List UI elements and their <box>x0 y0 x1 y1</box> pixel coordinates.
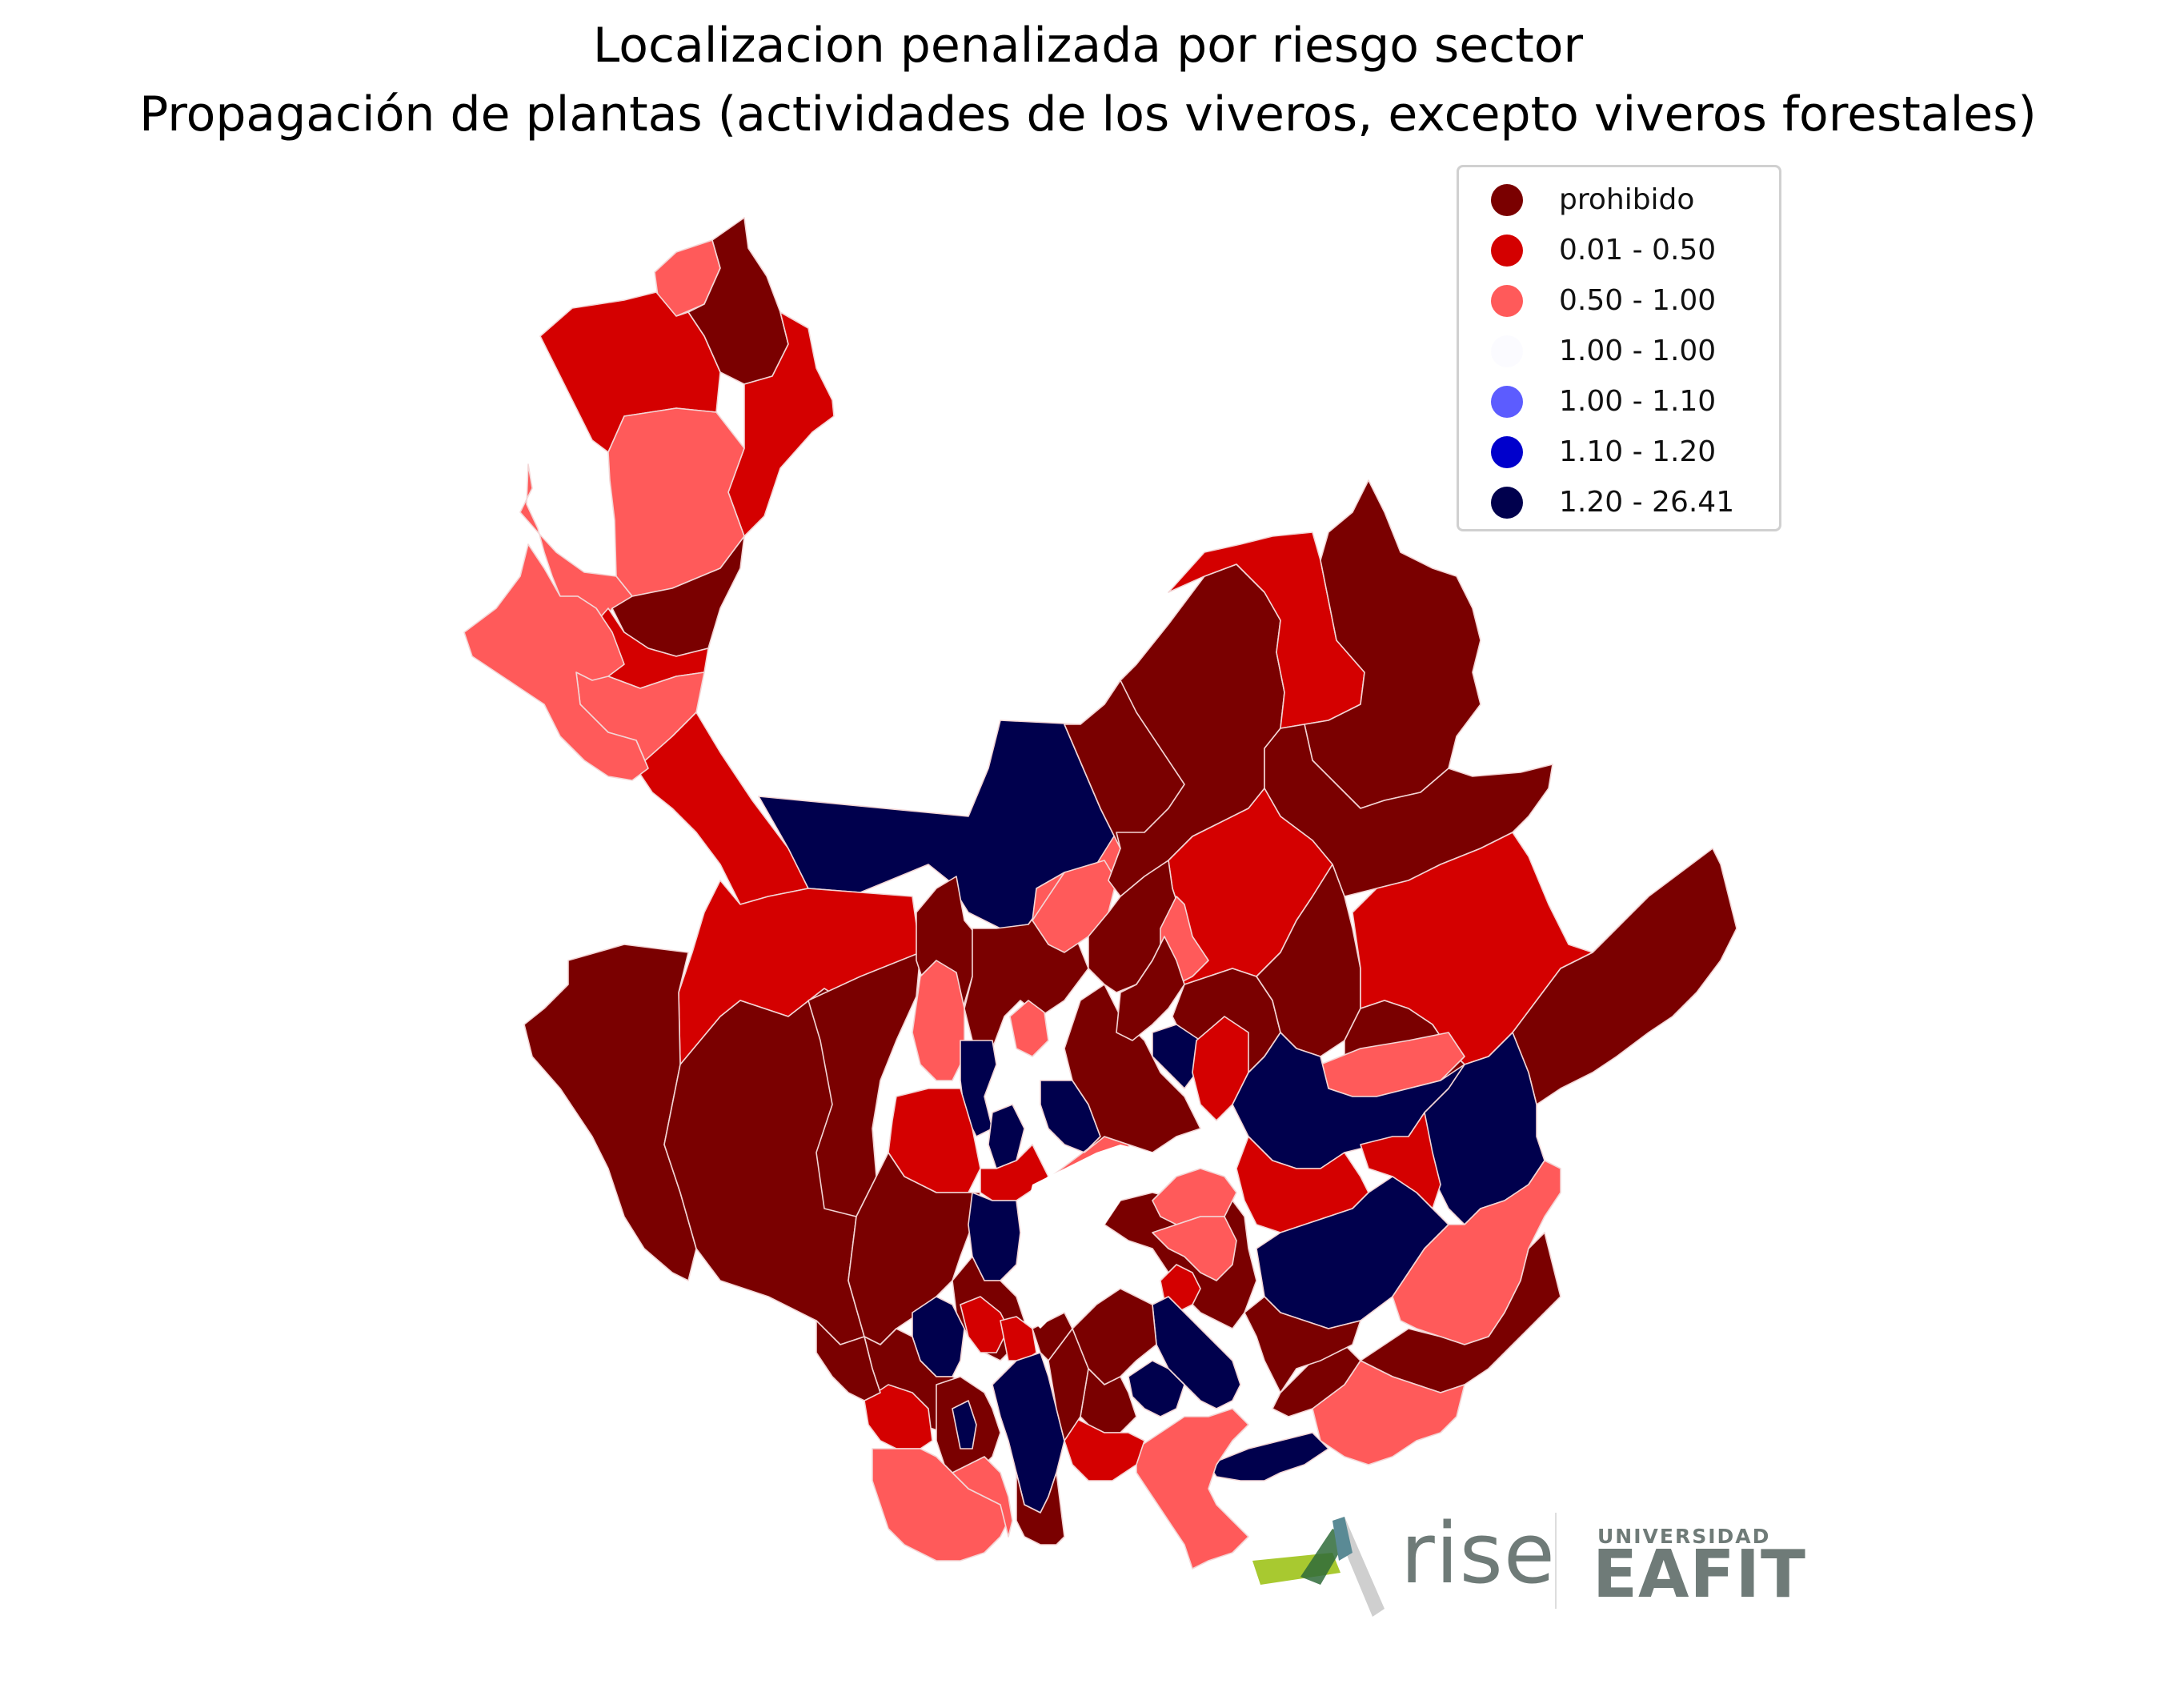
region-high-l <box>968 1192 1021 1281</box>
legend-marker <box>1491 386 1523 418</box>
region-prohibido-x <box>1080 1368 1137 1433</box>
logo-separator <box>1555 1513 1557 1609</box>
region-001-o <box>1064 1416 1145 1481</box>
region-high-i <box>1208 1432 1329 1481</box>
legend-marker <box>1491 436 1523 468</box>
region-0-50-r <box>952 1456 1013 1538</box>
region-0-50-p <box>1136 1408 1249 1570</box>
legend-item-0-01-0-50: 0.01 - 0.50 <box>1459 227 1779 274</box>
legend-marker <box>1491 487 1523 519</box>
region-prohibido-r <box>1512 848 1737 1105</box>
map-title: Localizacion penalizada por riesgo secto… <box>592 18 1584 74</box>
legend-item-1-20-26-41: 1.20 - 26.41 <box>1459 479 1779 526</box>
region-0-50-o <box>1152 1216 1237 1281</box>
legend-item-1-10-1-20: 1.10 - 1.20 <box>1459 429 1779 475</box>
legend-marker <box>1491 285 1523 317</box>
legend-label: 1.00 - 1.10 <box>1559 385 1717 418</box>
region-001-p <box>960 1296 1009 1353</box>
region-high-k <box>1128 1360 1185 1417</box>
legend-marker-prohibido <box>1491 184 1523 216</box>
legend-label: prohibido <box>1559 183 1695 216</box>
medellin-white-area <box>1016 1145 1192 1329</box>
legend: prohibido 0.01 - 0.50 0.50 - 1.00 1.00 -… <box>1457 165 1781 531</box>
legend-label: 1.20 - 26.41 <box>1559 486 1735 519</box>
region-0-50-q <box>872 1448 1009 1562</box>
legend-label: 1.00 - 1.00 <box>1559 335 1717 367</box>
region-001-l <box>1360 1112 1441 1209</box>
region-001-a <box>539 291 721 453</box>
legend-label: 0.50 - 1.00 <box>1559 284 1717 317</box>
region-prohibido-l <box>1064 680 1185 849</box>
region-001-b <box>727 311 835 537</box>
region-high-o <box>952 1400 977 1449</box>
region-prohibido-ac <box>1016 1472 1065 1546</box>
region-prohibido-ae <box>815 1320 881 1401</box>
map-subtitle: Propagación de plantas (actividades de l… <box>139 86 2037 142</box>
region-0-50-s <box>463 543 649 781</box>
legend-marker <box>1491 335 1523 367</box>
legend-label: 0.01 - 0.50 <box>1559 234 1717 267</box>
rise-logo-text: rise <box>1401 1505 1556 1602</box>
legend-item-1-00-1-00: 1.00 - 1.00 <box>1459 328 1779 375</box>
legend-item-0-50-1-00: 0.50 - 1.00 <box>1459 278 1779 324</box>
region-prohibido-u <box>1244 1296 1361 1393</box>
region-0-50-n <box>1152 1168 1237 1225</box>
legend-label: 1.10 - 1.20 <box>1559 435 1717 468</box>
region-0-50-e <box>912 960 965 1081</box>
eafit-logo-top: UNIVERSIDAD <box>1597 1525 1771 1548</box>
eafit-logo-main: EAFIT <box>1593 1537 1806 1613</box>
legend-item-1-00-1-10: 1.00 - 1.10 <box>1459 379 1779 425</box>
rise-logo-icon <box>1252 1517 1385 1617</box>
region-0-50-h <box>1009 1000 1049 1057</box>
region-0-50-m <box>1312 1360 1465 1465</box>
legend-marker <box>1491 235 1523 267</box>
region-prohibido-c <box>523 944 697 1281</box>
region-high-e <box>1152 1024 1201 1089</box>
region-001-r <box>864 1384 933 1449</box>
legend-item-prohibido: prohibido <box>1459 177 1779 223</box>
region-001-q <box>1000 1316 1037 1361</box>
